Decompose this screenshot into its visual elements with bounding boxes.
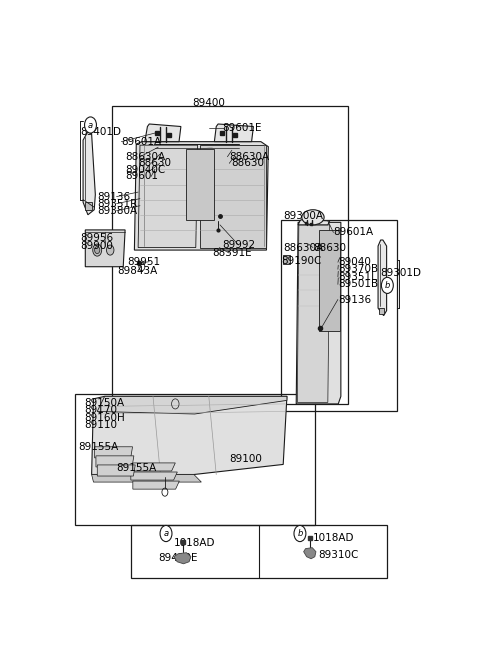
Text: 89370B: 89370B [338,264,378,274]
Text: 89351L: 89351L [338,272,377,282]
Circle shape [382,277,393,293]
Text: 89136: 89136 [97,192,131,202]
Text: 89100: 89100 [229,455,262,464]
Polygon shape [95,447,132,458]
Polygon shape [319,230,340,331]
Polygon shape [138,145,198,248]
Circle shape [84,117,96,133]
Text: 1018AD: 1018AD [173,538,215,548]
Text: 88630A: 88630A [283,242,324,253]
Text: a: a [164,529,168,538]
Ellipse shape [302,210,324,225]
Text: 89150A: 89150A [84,398,124,409]
Polygon shape [92,396,287,474]
Polygon shape [131,472,177,480]
Polygon shape [304,548,316,559]
Text: 88630: 88630 [314,242,347,253]
Text: 89190C: 89190C [281,256,322,266]
Text: 89351R: 89351R [97,198,137,209]
Polygon shape [129,463,175,471]
Polygon shape [186,149,215,220]
Polygon shape [379,308,384,314]
Text: 89160H: 89160H [84,413,125,422]
Text: 89601A: 89601A [121,137,161,147]
Polygon shape [92,474,202,482]
Text: 89400: 89400 [192,98,225,108]
Text: b: b [384,281,390,290]
Polygon shape [97,396,287,414]
Text: 89310C: 89310C [319,550,359,560]
Text: 89301D: 89301D [381,268,421,278]
Polygon shape [297,225,330,402]
Polygon shape [296,222,341,404]
Text: 89170: 89170 [84,405,117,415]
Polygon shape [85,230,125,267]
Text: 89136: 89136 [338,295,371,305]
Polygon shape [283,255,290,264]
Text: 89992: 89992 [222,240,255,250]
Text: 89900: 89900 [81,241,113,251]
Text: 89601A: 89601A [334,227,373,237]
Circle shape [107,245,114,255]
Circle shape [294,525,306,542]
Text: 89601E: 89601E [222,122,261,132]
Polygon shape [145,124,181,141]
Polygon shape [96,456,134,467]
Text: 89380A: 89380A [97,206,137,215]
Text: 89155A: 89155A [116,463,156,473]
Polygon shape [215,124,253,141]
Text: 89401D: 89401D [81,126,121,136]
Text: 89040C: 89040C [125,165,165,175]
Circle shape [93,244,102,256]
Polygon shape [174,553,191,564]
Text: 88630: 88630 [231,159,264,168]
Text: b: b [297,529,302,538]
Text: 89155A: 89155A [78,441,118,452]
Text: 1018AD: 1018AD [313,533,354,542]
Text: 89501B: 89501B [338,280,378,290]
Text: 89040: 89040 [338,257,371,267]
Polygon shape [97,465,135,476]
Polygon shape [85,202,92,210]
Polygon shape [134,141,268,250]
Text: 88630: 88630 [138,159,171,168]
Circle shape [160,525,172,542]
Polygon shape [378,240,386,316]
Circle shape [95,246,100,253]
Polygon shape [298,220,330,225]
Polygon shape [133,481,180,489]
Text: 89300A: 89300A [283,211,323,221]
Polygon shape [200,145,266,248]
Text: 89843A: 89843A [118,266,158,276]
Text: a: a [88,121,93,130]
Text: 89110: 89110 [84,420,117,430]
Text: 88391E: 88391E [213,248,252,258]
Text: 89410E: 89410E [158,553,198,563]
Polygon shape [83,132,96,215]
Text: 89601: 89601 [125,172,158,181]
Text: 88630A: 88630A [125,152,165,162]
Text: 89951: 89951 [127,257,160,267]
Text: 88630A: 88630A [229,152,269,162]
Text: 89956: 89956 [81,233,114,244]
